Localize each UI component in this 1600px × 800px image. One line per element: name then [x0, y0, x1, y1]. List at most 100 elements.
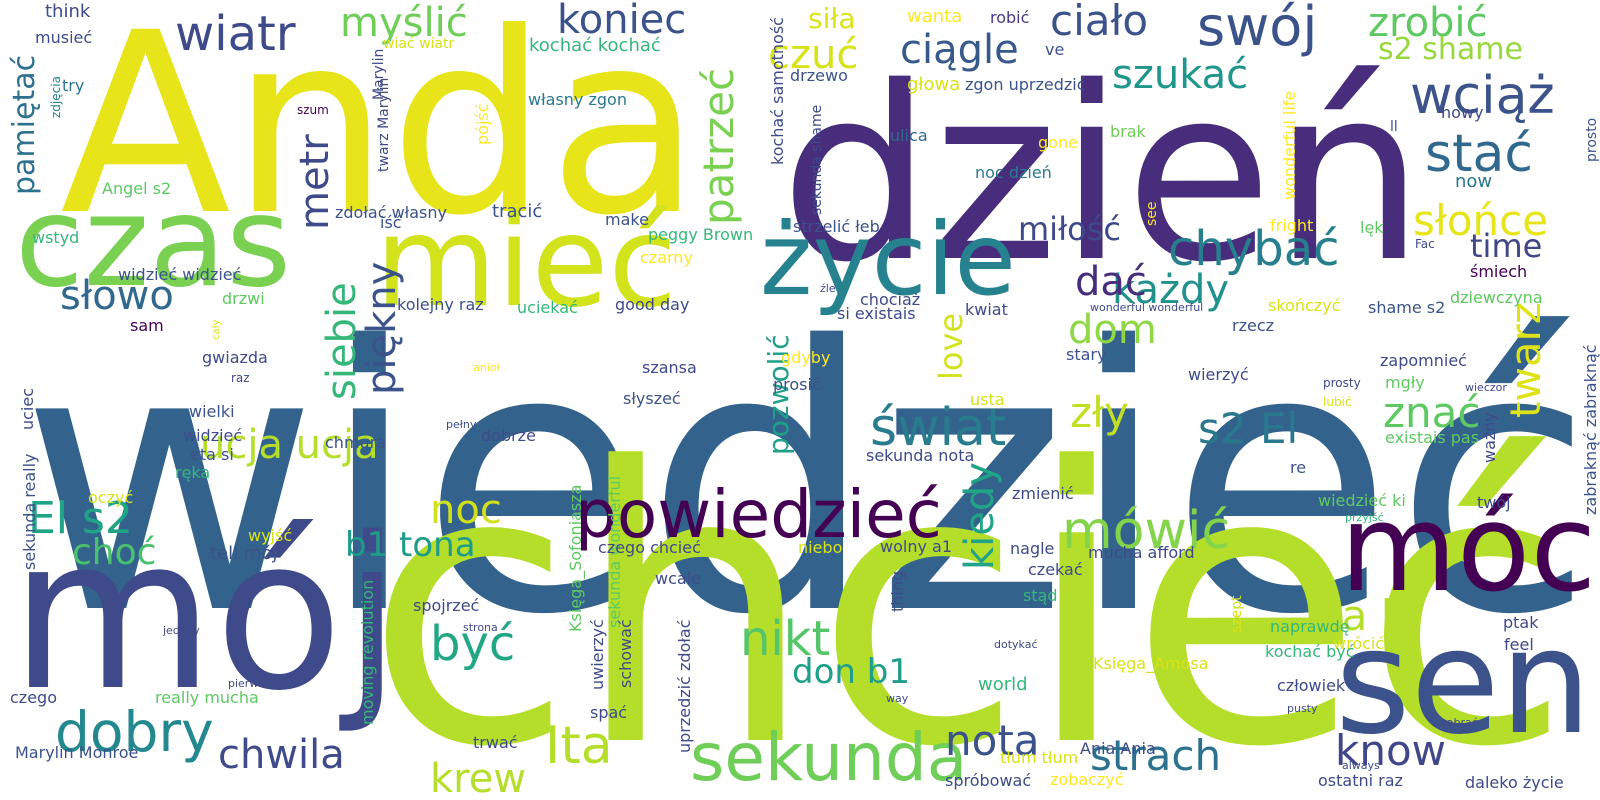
word-jedyny: jedyny [163, 624, 200, 637]
word-kolejny-raz: kolejny raz [397, 295, 484, 314]
word-ciagle: ciągle [900, 27, 1019, 73]
word-choc: choć [72, 532, 157, 573]
word-myslic: myślić [340, 0, 468, 46]
word-usta: usta [970, 390, 1005, 409]
word-zabrac: zabrać [1441, 716, 1478, 729]
word-drzewo: drzewo [790, 66, 848, 85]
word-ania-ania: Ania Ania [1080, 739, 1156, 758]
word-lubic: lubić [1323, 395, 1352, 409]
word-dotykac: dotykać [994, 638, 1038, 651]
word-miec: mieć [375, 190, 678, 335]
word-nowy: nowy [1441, 103, 1484, 122]
word-chociaz: chociaż [860, 290, 921, 309]
word-ksiega-sofoniasza: Księga_Sofoniasza [566, 484, 585, 632]
word-dobry: dobry [55, 700, 214, 764]
word-ksiega-amosa: Księga_Amosa [1093, 654, 1209, 673]
word-wiedziec-ki: wiedzieć ki [1318, 491, 1406, 510]
word-ve: ve [1045, 40, 1065, 59]
word-anda: Anda [60, 0, 702, 270]
word-spojrzec: spojrzeć [413, 596, 480, 615]
word-sam: sam [130, 316, 164, 335]
word-znac: znać [1383, 388, 1481, 437]
word-robic: robić [990, 8, 1030, 27]
word-szept: szept [1229, 595, 1245, 633]
word-ostatni-raz: ostatni raz [1318, 771, 1403, 790]
word-stad: stąd [1023, 586, 1058, 605]
word-uciec: uciec [18, 387, 37, 430]
word-sekunda: sekunda [690, 719, 968, 796]
word-swoj: swój [1197, 0, 1318, 58]
word-zgon-uprzedzic: zgon uprzedzić [965, 75, 1086, 94]
word-wciaz: wciąż [1410, 66, 1555, 126]
word-szukac: szukać [1112, 52, 1249, 98]
word-marylin-monroe: Marylin Monroe [15, 743, 139, 762]
word-cialo: ciało [1050, 0, 1149, 45]
word-world: world [978, 674, 1028, 695]
word-wyjsc: wyjść [248, 526, 293, 545]
word-patrzec: patrzeć [694, 67, 743, 225]
word-aniol: anioł [473, 361, 500, 374]
word-wiedziec: wiedzieć [20, 270, 1595, 695]
word-moving-revolution: moving revolution [358, 579, 377, 725]
word-wolny-a1: wolny a1 [880, 537, 952, 556]
word-czarny: czarny [640, 248, 693, 267]
word-eta-si: eta si [190, 445, 234, 464]
word-wieczor: wieczor [1465, 381, 1507, 394]
word-wlasny-zgon: własny zgon [528, 90, 627, 109]
word-really-mucha: really mucha [155, 688, 259, 707]
word-la-la: la la [1330, 591, 1419, 640]
word-musiec: musieć [35, 28, 93, 47]
word-czekac: czekać [1028, 560, 1083, 579]
word-uwierzyc: uwierzyć [588, 619, 607, 690]
word-zobaczyc: zobaczyć [1050, 770, 1124, 789]
word-swiat: świat [870, 398, 1007, 458]
word-sekunda-nota: sekunda nota [866, 446, 975, 465]
word-fac: Fac [1415, 237, 1435, 251]
word-czego-chciec: czego chcieć [598, 538, 701, 557]
word-zle: źle [820, 282, 836, 295]
word-feel: feel [1504, 635, 1534, 654]
word-mgly: mgły [1385, 373, 1425, 392]
word-kochac-samotnosc: kochać samotność [768, 17, 787, 165]
word-s2-el: s2 El [1198, 404, 1299, 453]
word-prosto: prosto [1584, 117, 1600, 162]
word-wonderful-wonderful: wonderful wonderful [1090, 301, 1204, 314]
word-tlum-tlum: tłum tłum [1000, 748, 1079, 767]
word-see: see [1144, 201, 1160, 226]
word-wanta: wanta [907, 6, 963, 27]
word-re: re [1290, 458, 1307, 477]
word-zly: zły [1070, 388, 1129, 437]
word-dzien: dzień [780, 35, 1425, 315]
word-sprobowac: spróbować [945, 771, 1032, 790]
word-czlowiek: człowiek [1277, 676, 1346, 695]
word-reka: ręka [175, 463, 211, 482]
word-si-existais: si existais [837, 304, 916, 323]
word-koniec: koniec [557, 0, 687, 43]
word-dom: dom [1068, 307, 1157, 353]
word-caly: cały [211, 319, 222, 340]
word-ita: Ita [545, 716, 613, 776]
word-zdolac-wlasny: zdołać własny [335, 203, 447, 222]
word-wazny: ważny [1480, 412, 1499, 463]
word-angel-s2: Angel s2 [102, 179, 172, 198]
word-wonderful-life: wonderful life [1280, 90, 1299, 200]
word-moc: móc [1340, 480, 1597, 619]
word-existais-pas: existais pas [1385, 428, 1480, 447]
word-pamietac: pamiętać [7, 54, 42, 195]
word-nagle: nagle [1010, 539, 1055, 558]
word-gdyby: gdyby [781, 348, 831, 367]
word-sekunda-shame: sekunda shame [809, 104, 825, 215]
word-spac: spać [590, 703, 628, 722]
word-sekunda-really: sekunda really [20, 453, 39, 570]
word-rzecz: rzecz [1232, 316, 1275, 335]
word-know: know [1335, 726, 1446, 775]
word-don-b1: don b1 [792, 652, 910, 692]
word-wiac-wiatr: wiać wiatr [383, 36, 455, 52]
word-isc: iść [380, 213, 402, 232]
word-szum: szum [297, 103, 329, 117]
word-pusty: pusty [1287, 702, 1318, 715]
word-kazdy: każdy [1112, 267, 1230, 313]
word-pelny: pełny [446, 418, 477, 431]
word-make: make [605, 210, 649, 229]
word-byc: być [430, 616, 516, 672]
